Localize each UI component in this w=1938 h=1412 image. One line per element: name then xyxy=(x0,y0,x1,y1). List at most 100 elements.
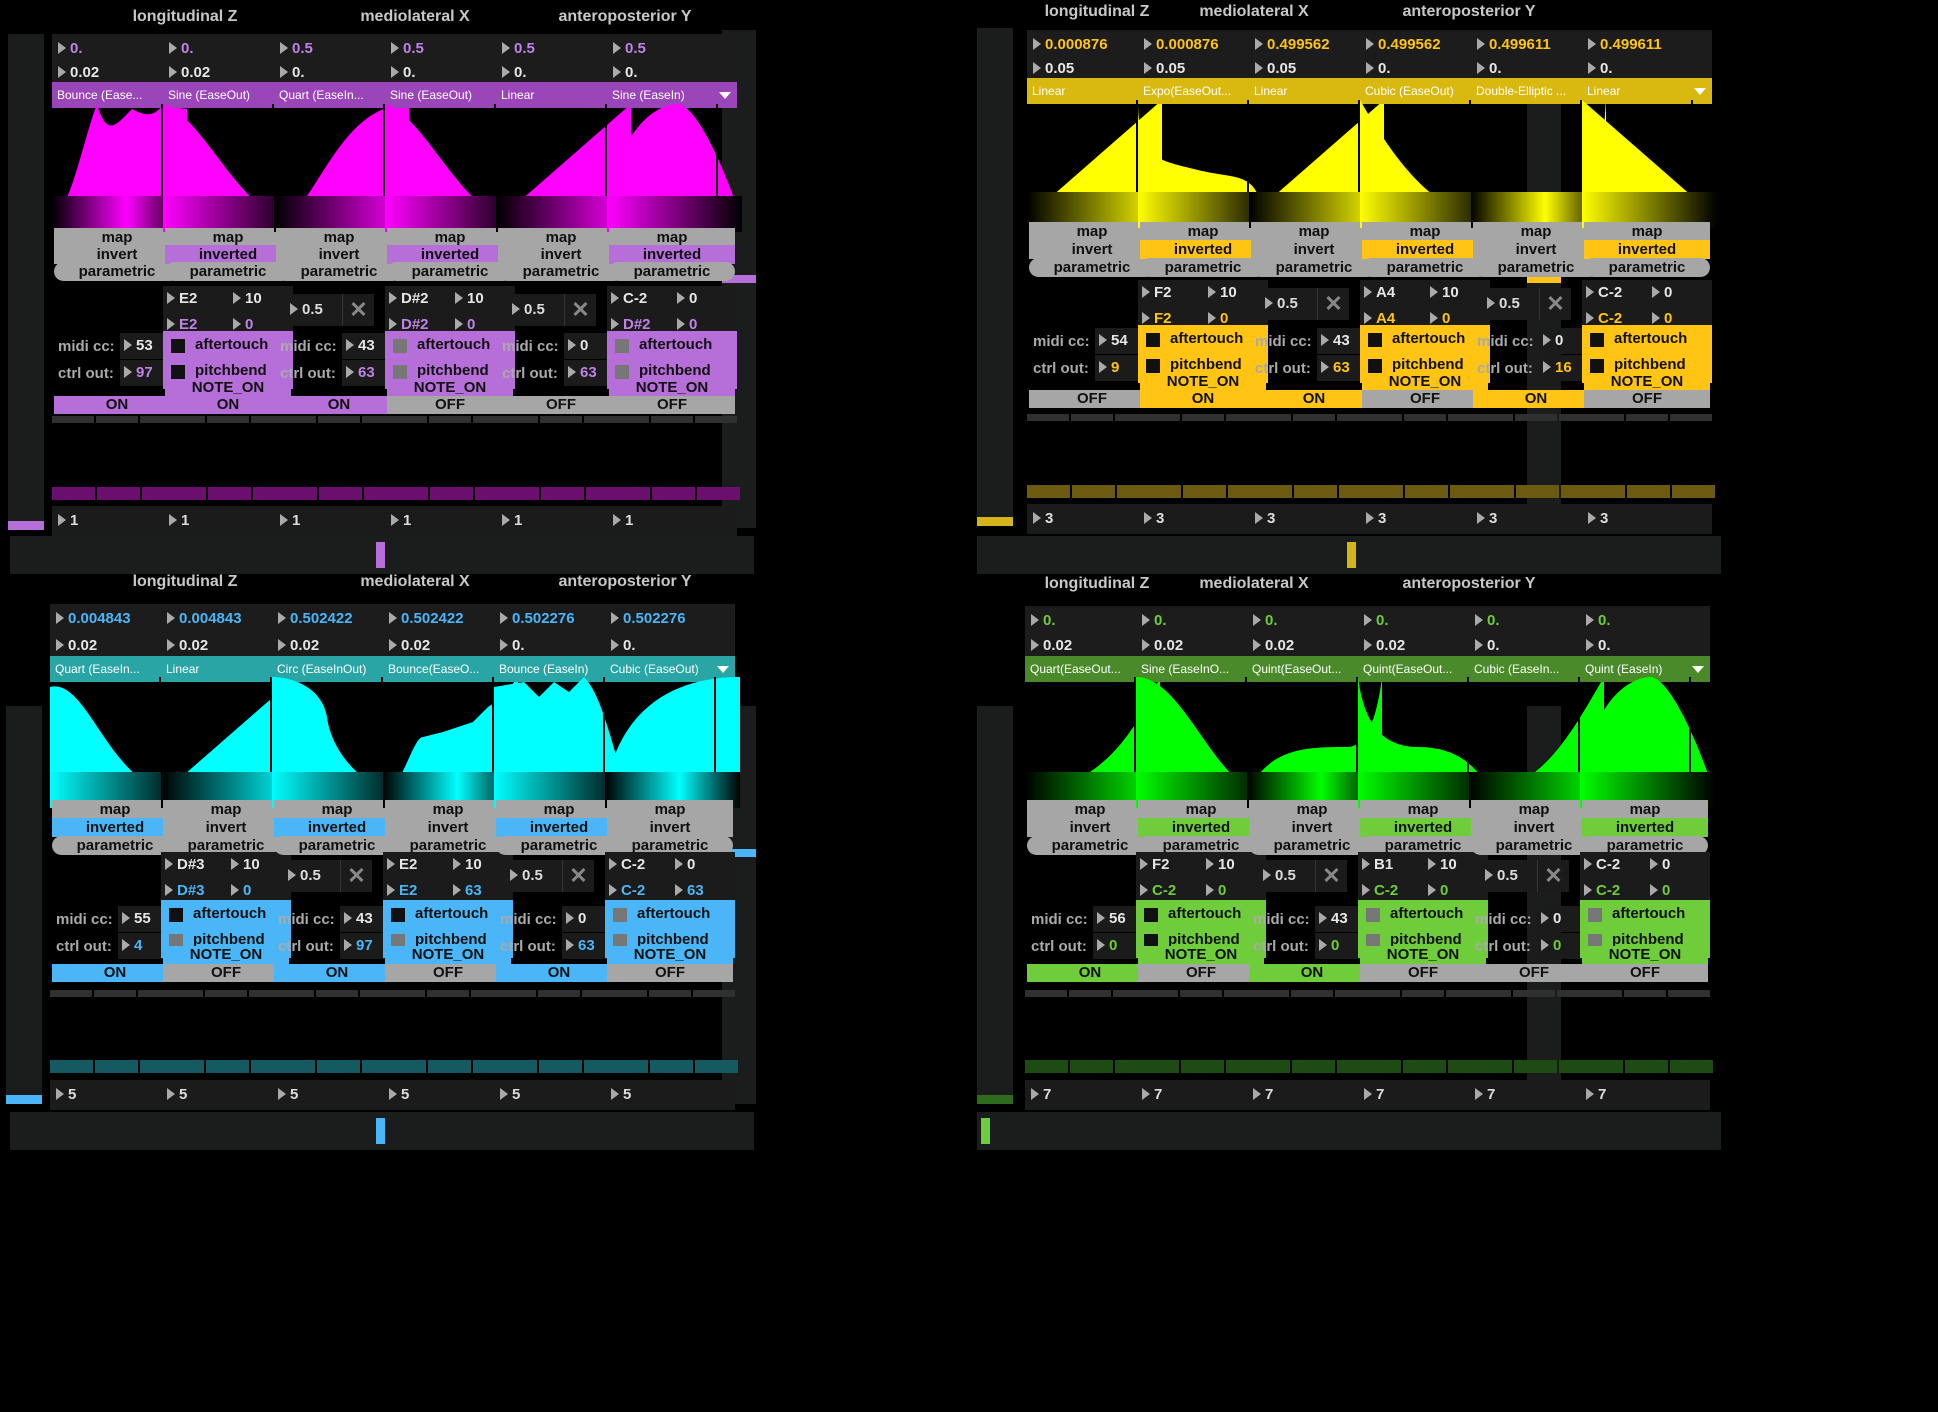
midi-cc-value[interactable]: 54 xyxy=(1095,328,1141,354)
easing-dropdown[interactable]: Circ (EaseInOut) xyxy=(272,656,402,682)
parametric-button[interactable]: parametric xyxy=(496,836,622,855)
bottom-scroll-strip[interactable] xyxy=(977,1112,1721,1150)
scroll-thumb[interactable] xyxy=(376,1118,385,1144)
left-level-strip[interactable] xyxy=(6,706,42,1104)
channel-number[interactable]: 3 xyxy=(1471,504,1601,534)
parametric-button[interactable]: parametric xyxy=(387,262,513,281)
note-on-button[interactable]: NOTE_ON xyxy=(1362,373,1488,391)
invert-toggle[interactable]: invert xyxy=(1027,818,1153,837)
left-level-strip[interactable] xyxy=(8,34,44,530)
slider-reset[interactable]: 0.5 ✕ xyxy=(506,294,596,326)
aftertouch-checkbox[interactable] xyxy=(169,908,183,922)
value-display[interactable]: 0.004843 xyxy=(161,604,291,634)
aftertouch-checkbox[interactable] xyxy=(1588,908,1602,922)
invert-toggle[interactable]: invert xyxy=(1029,240,1155,259)
on-off-toggle[interactable]: OFF xyxy=(609,396,735,414)
velocity-high[interactable]: 10 xyxy=(455,290,484,307)
note-low[interactable]: C-2 xyxy=(611,290,647,307)
channel-number[interactable]: 5 xyxy=(494,1080,624,1110)
parametric-button[interactable]: parametric xyxy=(274,836,400,855)
scroll-thumb[interactable] xyxy=(1347,542,1356,568)
channel-number[interactable]: 3 xyxy=(1249,504,1379,534)
value-display[interactable]: 0.502422 xyxy=(383,604,513,634)
bottom-scroll-strip[interactable] xyxy=(977,536,1721,574)
channel-number[interactable]: 3 xyxy=(1027,504,1157,534)
velocity-low[interactable]: 63 xyxy=(453,882,482,899)
pitchbend-checkbox[interactable] xyxy=(171,365,185,379)
channel-number[interactable]: 1 xyxy=(52,506,182,536)
pitchbend-checkbox[interactable] xyxy=(613,934,627,948)
ctrl-out-value[interactable]: 0 xyxy=(1315,933,1361,959)
pitchbend-checkbox[interactable] xyxy=(1144,934,1158,948)
value-display[interactable]: 0.502276 xyxy=(494,604,624,634)
ctrl-out-value[interactable]: 16 xyxy=(1539,355,1585,381)
map-button[interactable]: map xyxy=(385,800,511,819)
aftertouch-checkbox[interactable] xyxy=(613,908,627,922)
note-high[interactable]: E2 xyxy=(387,882,417,899)
parametric-button[interactable]: parametric xyxy=(1140,258,1266,277)
close-icon[interactable]: ✕ xyxy=(1539,288,1571,320)
channel-number[interactable]: 7 xyxy=(1247,1080,1377,1110)
slider-reset[interactable]: 0.5 ✕ xyxy=(1259,288,1349,320)
note-high[interactable]: C-2 xyxy=(609,882,645,899)
midi-cc-value[interactable]: 43 xyxy=(342,333,388,359)
note-low[interactable]: B1 xyxy=(1362,856,1393,873)
velocity-low[interactable]: 0 xyxy=(677,316,697,333)
on-off-toggle[interactable]: OFF xyxy=(385,964,511,982)
note-low[interactable]: A4 xyxy=(1364,284,1395,301)
easing-dropdown[interactable]: Linear xyxy=(1027,78,1157,104)
note-low[interactable]: C-2 xyxy=(1584,856,1620,873)
map-button[interactable]: map xyxy=(1473,222,1599,241)
parametric-button[interactable]: parametric xyxy=(1138,836,1264,855)
channel-number[interactable]: 7 xyxy=(1136,1080,1266,1110)
slider-reset[interactable]: 0.5 ✕ xyxy=(1479,860,1569,892)
parametric-button[interactable]: parametric xyxy=(1584,258,1710,277)
parametric-button[interactable]: parametric xyxy=(498,262,624,281)
easing-dropdown[interactable]: Linear xyxy=(1582,78,1712,104)
ctrl-out-value[interactable]: 4 xyxy=(118,933,164,959)
midi-cc-value[interactable]: 53 xyxy=(120,333,166,359)
invert-toggle[interactable]: inverted xyxy=(1138,818,1264,837)
pitchbend-checkbox[interactable] xyxy=(1146,359,1160,373)
close-icon[interactable]: ✕ xyxy=(562,860,594,892)
map-button[interactable]: map xyxy=(609,228,735,247)
on-off-toggle[interactable]: OFF xyxy=(387,396,513,414)
on-off-toggle[interactable]: ON xyxy=(165,396,291,414)
parametric-button[interactable]: parametric xyxy=(1473,258,1599,277)
on-off-toggle[interactable]: OFF xyxy=(1360,964,1486,982)
parametric-button[interactable]: parametric xyxy=(1471,836,1597,855)
channel-number[interactable]: 1 xyxy=(385,506,515,536)
invert-toggle[interactable]: inverted xyxy=(274,818,400,837)
on-off-toggle[interactable]: OFF xyxy=(1582,964,1708,982)
parametric-button[interactable]: parametric xyxy=(1582,836,1708,855)
slider-reset[interactable]: 0.5 ✕ xyxy=(284,294,374,326)
channel-number[interactable]: 1 xyxy=(607,506,737,536)
map-button[interactable]: map xyxy=(276,228,402,247)
pitchbend-checkbox[interactable] xyxy=(1590,359,1604,373)
note-high[interactable]: C-2 xyxy=(1586,310,1622,327)
note-high[interactable]: D#2 xyxy=(611,316,651,333)
easing-dropdown[interactable]: Linear xyxy=(1249,78,1379,104)
on-off-toggle[interactable]: ON xyxy=(54,396,180,414)
on-off-toggle[interactable]: ON xyxy=(1027,964,1153,982)
velocity-low[interactable]: 63 xyxy=(675,882,704,899)
map-button[interactable]: map xyxy=(1249,800,1375,819)
ctrl-out-value[interactable]: 63 xyxy=(342,360,388,386)
parametric-button[interactable]: parametric xyxy=(1360,836,1486,855)
ctrl-out-value[interactable]: 63 xyxy=(1317,355,1363,381)
ctrl-out-value[interactable]: 0 xyxy=(1537,933,1583,959)
velocity-low[interactable]: 0 xyxy=(1206,882,1226,899)
velocity-low[interactable]: 0 xyxy=(455,316,475,333)
aftertouch-checkbox[interactable] xyxy=(1368,333,1382,347)
note-high[interactable]: F2 xyxy=(1142,310,1172,327)
map-button[interactable]: map xyxy=(1471,800,1597,819)
on-off-toggle[interactable]: OFF xyxy=(1138,964,1264,982)
easing-dropdown[interactable]: Bounce(EaseO... xyxy=(383,656,513,682)
on-off-toggle[interactable]: ON xyxy=(52,964,178,982)
bottom-scroll-strip[interactable] xyxy=(10,1112,754,1150)
map-button[interactable]: map xyxy=(165,228,291,247)
map-button[interactable]: map xyxy=(1138,800,1264,819)
parametric-button[interactable]: parametric xyxy=(609,262,735,281)
midi-cc-value[interactable]: 0 xyxy=(1537,906,1583,932)
channel-number[interactable]: 7 xyxy=(1358,1080,1488,1110)
